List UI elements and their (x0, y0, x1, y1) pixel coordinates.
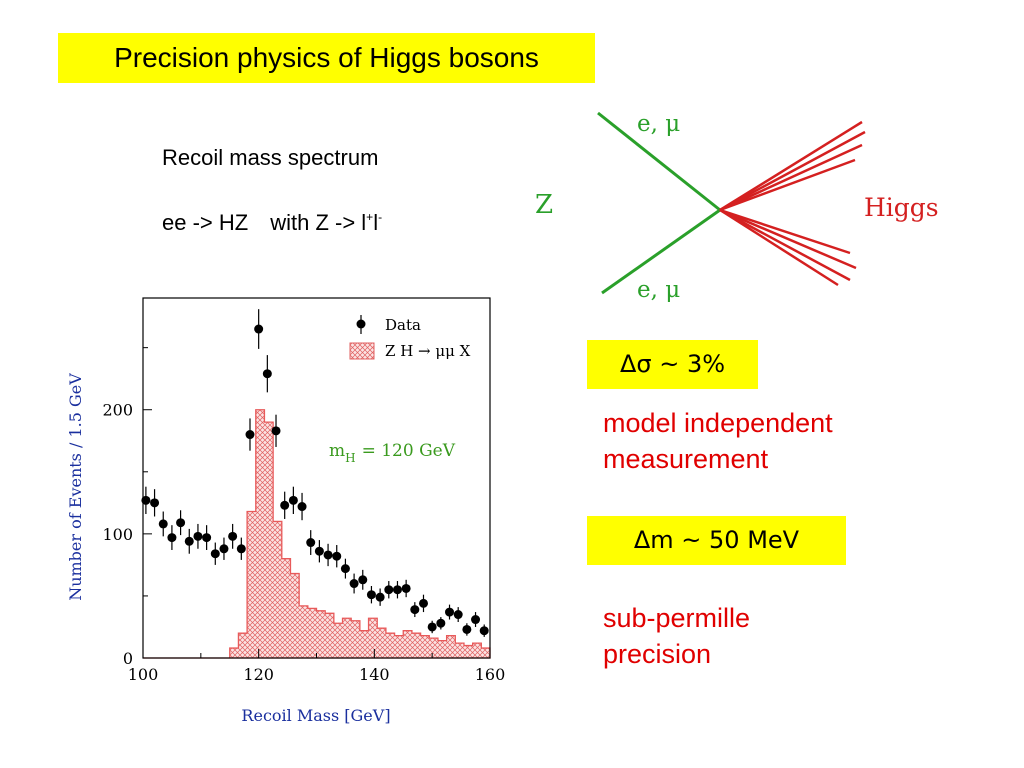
label-higgs: Higgs (864, 193, 939, 222)
data-point (418, 598, 428, 608)
data-point (141, 495, 151, 505)
mass-annotation-symbol: m (329, 441, 345, 461)
data-point (228, 531, 238, 541)
x-tick-label: 160 (475, 665, 506, 684)
higgs-jet (719, 208, 851, 282)
data-point (366, 590, 376, 600)
lepton-line-bottom (601, 208, 721, 295)
label-lepton-bottom: e, μ (637, 277, 680, 303)
y-tick-label: 0 (123, 649, 133, 668)
data-point (306, 538, 316, 548)
subtitle: Recoil mass spectrum (162, 145, 379, 170)
legend: Data Z H → μμ X (349, 315, 471, 360)
higgs-jet (719, 208, 839, 287)
data-point (323, 550, 333, 560)
x-tick-label: 140 (359, 665, 390, 684)
data-point (445, 607, 455, 617)
data-point (436, 618, 446, 628)
data-point (158, 519, 168, 529)
data-point (314, 546, 324, 556)
higgs-jets (719, 120, 866, 287)
mass-annotation-value: = 120 GeV (362, 441, 456, 461)
legend-signal-main: Z H (385, 342, 418, 360)
data-point (280, 500, 290, 510)
higgs-jet (719, 208, 857, 270)
mass-note-line-1: sub-permille (603, 603, 751, 633)
higgs-jet (719, 158, 856, 212)
data-point (410, 605, 420, 615)
x-tick-label: 100 (128, 665, 159, 684)
reaction-minus: - (378, 210, 383, 224)
data-point (453, 610, 463, 620)
data-point (349, 579, 359, 589)
data-point (358, 575, 368, 585)
data-point (332, 551, 342, 561)
reaction-line: ee -> HZ with Z -> l+l- (162, 210, 382, 236)
data-point (392, 585, 402, 595)
data-point (479, 626, 489, 636)
data-point (150, 498, 160, 508)
reaction-plus: + (366, 210, 374, 224)
y-axis-label: Number of Events / 1.5 GeV (66, 373, 85, 601)
data-point (288, 495, 298, 505)
arrow-icon: → (418, 342, 431, 360)
reaction-decay: with Z -> l (270, 210, 367, 235)
signal-histogram-outline (143, 409, 491, 659)
data-point (471, 615, 481, 625)
legend-signal-tail: μμ X (431, 342, 471, 360)
data-point (262, 369, 272, 379)
mass-note-line-2: precision (603, 639, 712, 669)
legend-signal-swatch (349, 342, 375, 360)
data-point (176, 518, 186, 528)
data-point (340, 564, 350, 574)
data-point (297, 502, 307, 512)
data-points (141, 309, 489, 637)
signal-histogram (143, 409, 491, 659)
label-z: Z (535, 190, 553, 220)
higgs-jet (719, 208, 851, 255)
data-point (271, 426, 281, 436)
mass-note: sub-permille precision (603, 600, 750, 672)
data-point (401, 583, 411, 593)
reaction-lepton: l (373, 210, 379, 235)
lepton-line-top (597, 111, 721, 212)
data-point (210, 549, 220, 559)
sigma-note: model independent measurement (603, 405, 833, 477)
data-point (254, 324, 264, 334)
mass-annotation-subscript: H (345, 451, 355, 465)
label-lepton-top: e, μ (637, 111, 680, 137)
data-point (193, 531, 203, 541)
data-point (184, 536, 194, 546)
data-point (427, 622, 437, 632)
higgs-jet (719, 143, 863, 212)
higgs-jet (719, 130, 866, 212)
data-point (167, 533, 177, 543)
data-point (375, 592, 385, 602)
data-point (245, 430, 255, 440)
data-point (219, 544, 229, 554)
higgs-jet (719, 120, 863, 212)
slide-title: Precision physics of Higgs bosons (58, 33, 595, 83)
x-tick-label: 120 (243, 665, 274, 684)
legend-signal-label: Z H → μμ X (385, 342, 471, 360)
data-point (236, 544, 246, 554)
x-axis-label: Recoil Mass [GeV] (241, 706, 390, 725)
data-point (202, 533, 212, 543)
data-point (462, 624, 472, 634)
feynman-diagram: e, μ Z e, μ Higgs (535, 111, 939, 303)
sigma-precision-badge: Δσ ~ 3% (587, 340, 758, 389)
sigma-note-line-1: model independent (603, 408, 833, 438)
data-point (384, 585, 394, 595)
sigma-note-line-2: measurement (603, 444, 769, 474)
mass-annotation: mH = 120 GeV (329, 441, 456, 465)
legend-data-label: Data (385, 316, 421, 334)
reaction-process: ee -> HZ (162, 210, 249, 235)
mass-precision-badge: Δm ~ 50 MeV (587, 516, 846, 565)
y-tick-label: 200 (102, 401, 133, 420)
y-tick-label: 100 (102, 525, 133, 544)
legend-data-marker (356, 319, 366, 329)
